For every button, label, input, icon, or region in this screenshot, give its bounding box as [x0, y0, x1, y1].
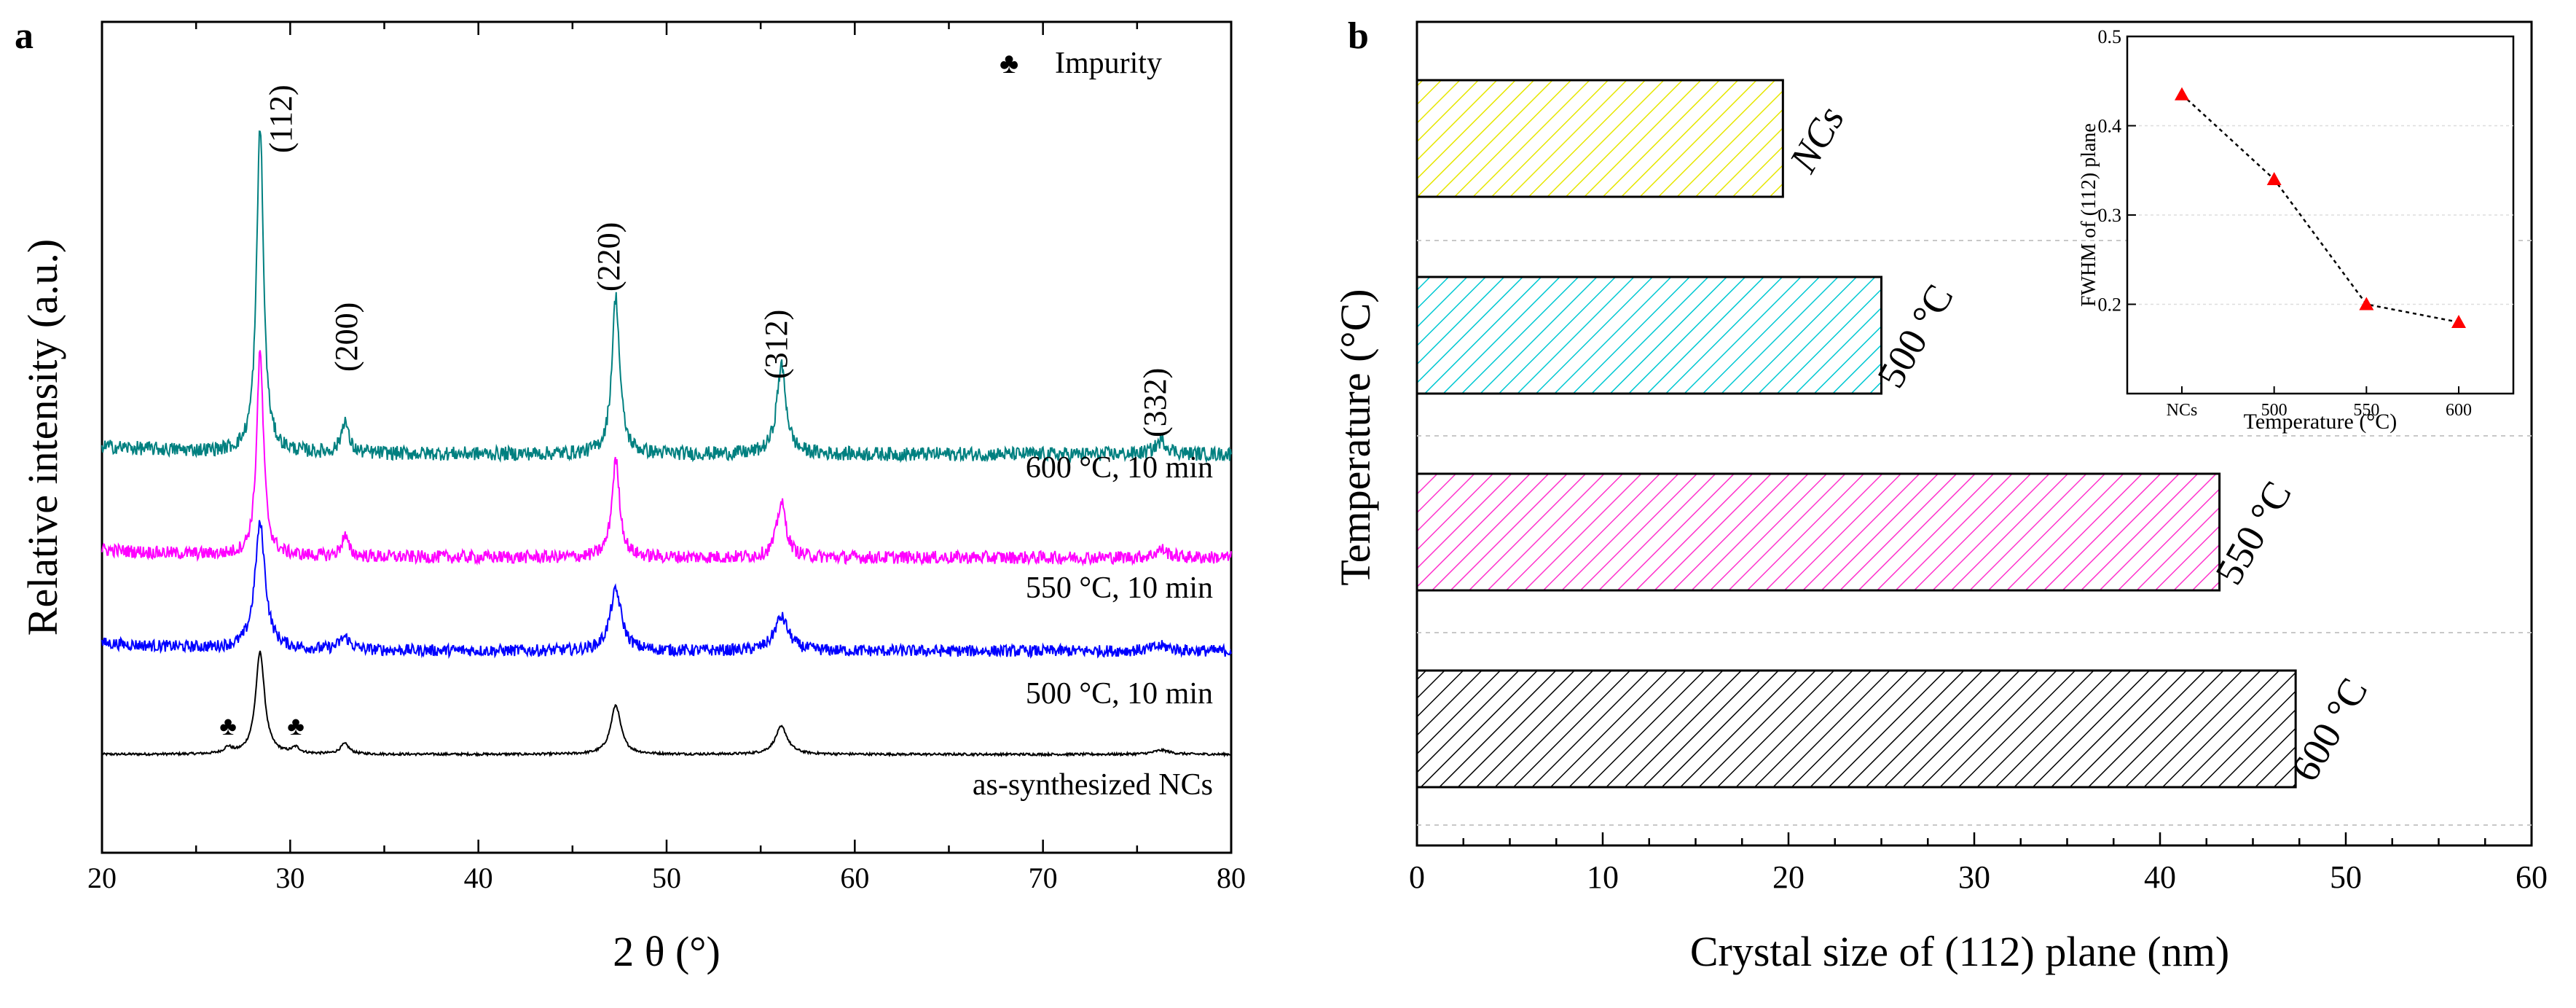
xrd-trace-3 — [101, 130, 1232, 464]
xrd-peak-label: (312) — [758, 310, 794, 379]
crystal-size-y-label: Temperature (°C) — [1332, 289, 1379, 585]
crystal-size-bar — [1415, 669, 2297, 789]
crystal-size-x-axis: 0 10 20 30 40 50 60 — [1409, 832, 2548, 895]
xrd-trace-2 — [101, 350, 1232, 567]
xrd-series-labels: as-synthesized NCs 500 °C, 10 min 550 °C, … — [973, 451, 1213, 802]
xrd-peak-label: (220) — [591, 222, 627, 292]
crystal-size-x-label: Crystal size of (112) plane (nm) — [1690, 928, 2229, 975]
xrd-peak-label: (200) — [329, 302, 364, 372]
xrd-x-axis: 20 30 40 50 60 70 80 — [87, 22, 1246, 894]
crystal-size-bar — [1415, 276, 1882, 395]
xrd-series-label: 550 °C, 10 min — [1026, 571, 1213, 605]
xrd-peak-label: (332) — [1137, 368, 1173, 437]
fwhm-point — [2175, 87, 2189, 101]
xrd-x-tick-label: 60 — [840, 862, 869, 894]
crystal-size-x-tick-label: 60 — [2516, 859, 2548, 895]
crystal-size-plot: NCs 500 °C 550 °C 600 °C 0 10 20 30 40 50 60 Crys… — [1332, 20, 2548, 975]
crystal-size-bar-label: NCs — [1780, 99, 1853, 180]
crystal-size-x-tick-label: 20 — [1772, 859, 1805, 895]
fwhm-point — [2266, 172, 2282, 185]
panel-a-label: a — [15, 15, 34, 57]
xrd-trace-1 — [101, 520, 1232, 660]
fwhm-x-tick-label: NCs — [2167, 401, 2198, 420]
crystal-size-x-tick-label: 30 — [1958, 859, 1990, 895]
crystal-size-x-tick-label: 50 — [2330, 859, 2362, 895]
crystal-size-bar — [1415, 79, 1784, 198]
xrd-x-tick-label: 40 — [464, 862, 493, 894]
xrd-plot: 20 30 40 50 60 70 80 (112) (200) (220) (312) (332)… — [19, 20, 1246, 975]
xrd-x-tick-label: 50 — [652, 862, 681, 894]
fwhm-x-tick-label: 550 — [2353, 401, 2379, 420]
fwhm-x-tick-label: 500 — [2261, 401, 2288, 420]
fwhm-inset-content: 0.2 0.3 0.4 0.5 NCs 500 550 600 — [2098, 26, 2513, 420]
fwhm-y-tick-label: 0.4 — [2098, 116, 2122, 137]
xrd-x-tick-label: 30 — [275, 862, 305, 894]
crystal-size-x-tick-label: 40 — [2144, 859, 2176, 895]
crystal-size-x-tick-label: 0 — [1409, 859, 1425, 895]
xrd-x-tick-label: 20 — [87, 862, 117, 894]
fwhm-x-tick-label: 600 — [2446, 401, 2472, 420]
xrd-peak-labels: (112) (200) (220) (312) (332) — [263, 85, 1173, 437]
fwhm-inset-y-label: FWHM of (112) plane — [2078, 123, 2100, 307]
legend-impurity-text: Impurity — [1055, 47, 1162, 80]
crystal-size-x-tick-label: 10 — [1587, 859, 1619, 895]
xrd-x-tick-label: 80 — [1217, 862, 1246, 894]
xrd-series-label: 600 °C, 10 min — [1026, 451, 1213, 485]
crystal-size-bar-label: 550 °C — [2207, 474, 2300, 592]
panel-b-label: b — [1348, 15, 1369, 57]
crystal-size-bar — [1415, 472, 2221, 592]
xrd-x-label: 2 θ (°) — [613, 928, 720, 975]
fwhm-inset: 0.2 0.3 0.4 0.5 NCs 500 550 600 Temperature (°C… — [2078, 26, 2515, 434]
fwhm-point — [2359, 297, 2374, 310]
xrd-peak-label: (112) — [263, 85, 299, 153]
fwhm-y-tick-label: 0.2 — [2098, 294, 2122, 316]
crystal-size-bar-label: 500 °C — [1869, 277, 1962, 395]
xrd-y-label: Relative intensity (a.u.) — [19, 239, 66, 636]
fwhm-y-tick-label: 0.3 — [2098, 205, 2122, 226]
impurity-marker: ♣ — [287, 711, 305, 741]
impurity-marker: ♣ — [219, 711, 237, 741]
legend-impurity-symbol: ♣ — [1000, 47, 1018, 79]
xrd-series-label: 500 °C, 10 min — [1026, 677, 1213, 711]
crystal-size-bar-label: 600 °C — [2283, 671, 2376, 789]
xrd-traces — [101, 130, 1232, 758]
impurity-markers: ♣ ♣ — [219, 711, 305, 741]
fwhm-point — [2451, 315, 2466, 328]
fwhm-y-tick-label: 0.5 — [2098, 26, 2122, 47]
fwhm-inset-x-label: Temperature (°C) — [2244, 410, 2398, 434]
xrd-x-tick-label: 70 — [1029, 862, 1058, 894]
xrd-trace-0 — [101, 650, 1232, 758]
xrd-series-label: as-synthesized NCs — [973, 768, 1213, 802]
